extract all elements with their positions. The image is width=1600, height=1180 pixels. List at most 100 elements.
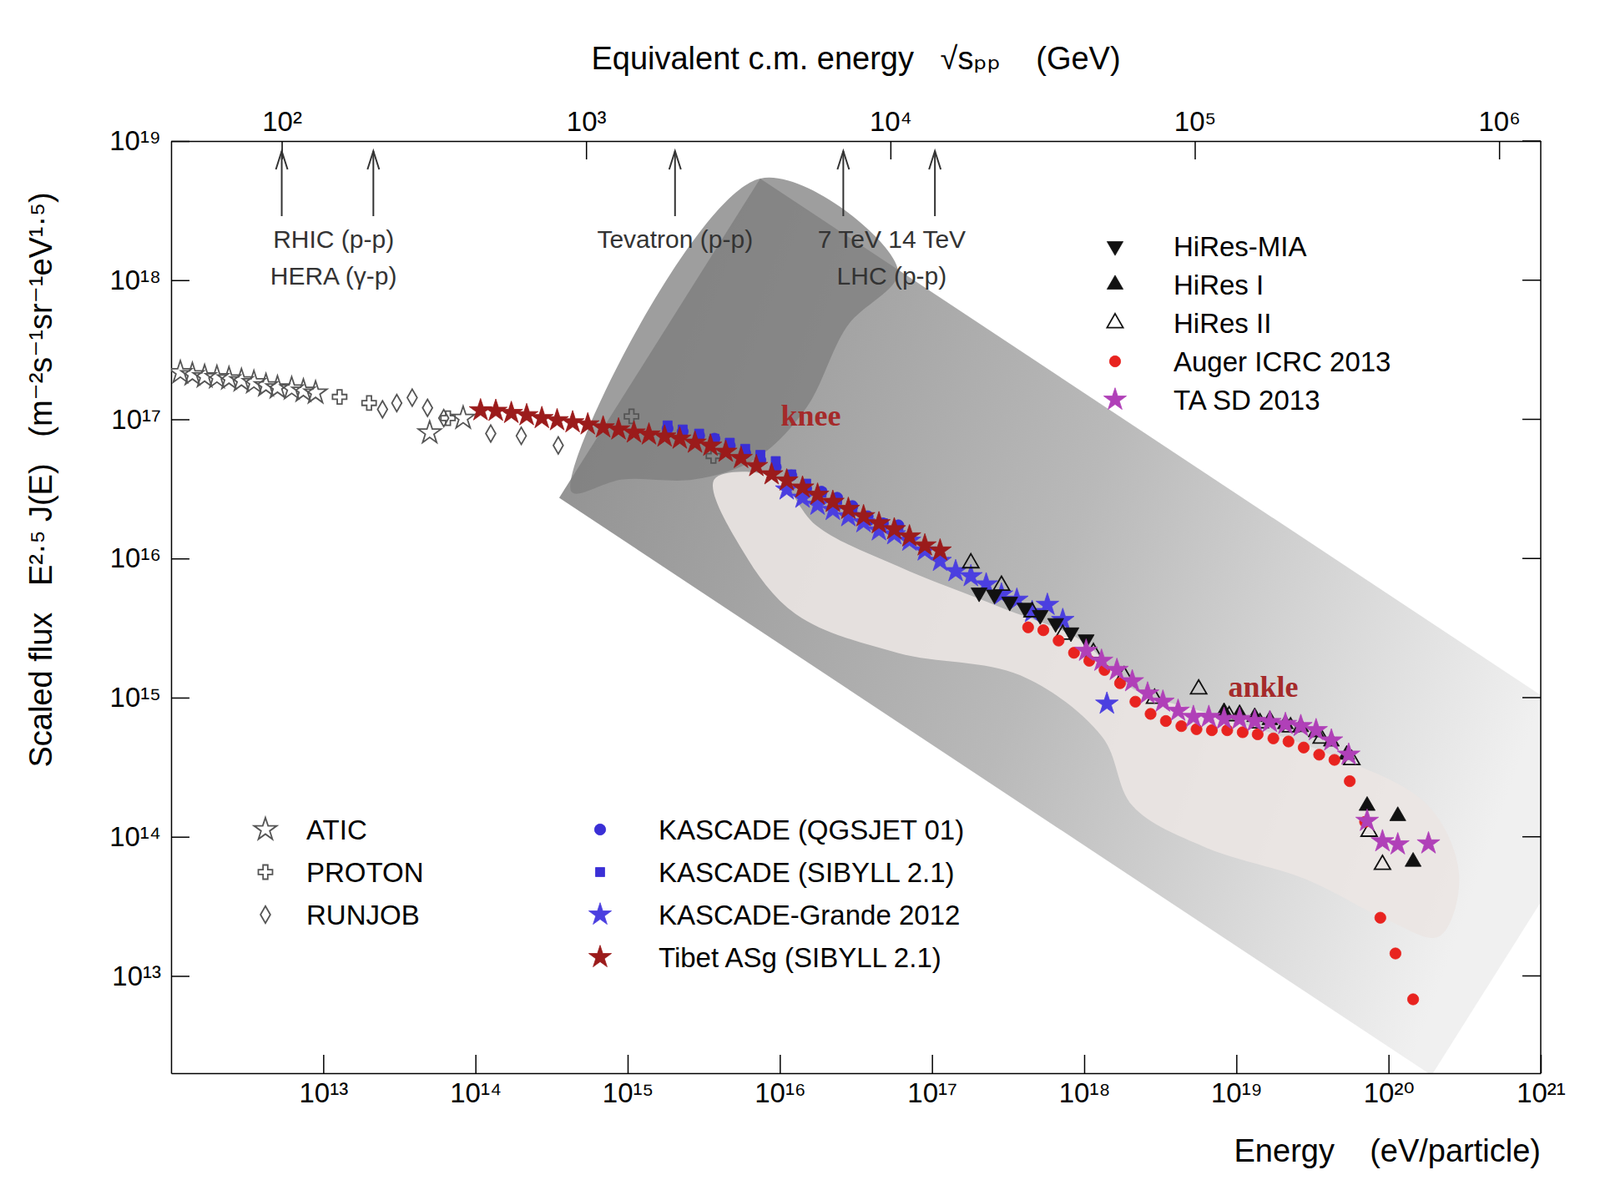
data-point <box>867 511 890 534</box>
tick: 10¹⁶ <box>110 542 190 574</box>
legend-item: Auger ICRC 2013 <box>1109 346 1391 378</box>
data-point <box>1389 948 1401 959</box>
data-point <box>377 400 388 418</box>
tick-mark <box>1236 1054 1238 1074</box>
tick-mark <box>1522 557 1541 560</box>
x-axis: 10¹³10¹⁴10¹⁵10¹⁶10¹⁷10¹⁸10¹⁹10²⁰10²¹ <box>171 1054 1566 1109</box>
legend-label: Tibet ASg (SIBYLL 2.1) <box>658 942 942 974</box>
data-point <box>1297 741 1309 753</box>
tick-label: 10¹⁷ <box>907 1077 958 1109</box>
legend-item: KASCADE-Grande 2012 <box>588 899 960 931</box>
tick-mark <box>171 836 190 838</box>
tick-mark <box>1084 1054 1086 1074</box>
tick-label: 10¹⁹ <box>1211 1077 1263 1109</box>
data-point <box>963 554 980 569</box>
data-point <box>1386 832 1409 855</box>
data-point <box>1053 635 1065 647</box>
data-point <box>362 395 377 410</box>
data-point <box>993 575 1010 591</box>
accelerator-label: LHC (p-p) <box>837 262 948 290</box>
series <box>1022 621 1419 1005</box>
data-point <box>1176 720 1187 732</box>
legend-label: HiRes-MIA <box>1173 231 1308 263</box>
tick: 10³ <box>566 105 607 160</box>
tick-mark <box>1194 141 1197 160</box>
accelerator-label: HERA (γ-p) <box>270 262 398 290</box>
tick: 10¹⁴ <box>449 1054 502 1109</box>
series <box>332 389 721 464</box>
tick-label: 10²¹ <box>1516 1077 1566 1109</box>
tick-label: 10⁶ <box>1478 105 1520 137</box>
legend-item: HiRes I <box>1106 269 1264 301</box>
tick-mark <box>1388 1054 1390 1074</box>
series <box>469 398 952 561</box>
data-layer <box>171 360 1440 1005</box>
legend-symbol <box>1106 313 1123 329</box>
series <box>1075 639 1440 855</box>
legend-symbol <box>253 817 277 840</box>
data-point <box>1328 754 1340 766</box>
data-point <box>1374 912 1386 924</box>
data-point <box>1191 680 1207 695</box>
data-point <box>1047 618 1064 633</box>
accelerator-arrow <box>276 151 288 217</box>
tick-mark <box>474 1054 477 1074</box>
series <box>775 477 1119 714</box>
data-point <box>624 408 639 424</box>
legend-label: RUNJOB <box>306 899 420 931</box>
data-point <box>1374 855 1391 870</box>
data-point <box>1037 625 1049 636</box>
tick-label: 10¹⁸ <box>109 264 162 296</box>
legend-item: KASCADE (QGSJET 01) <box>594 814 965 846</box>
legend-symbol <box>258 865 273 880</box>
data-point <box>928 538 952 561</box>
data-point <box>1105 658 1129 681</box>
legend-label: HiRes I <box>1173 269 1264 301</box>
tick-mark <box>1522 836 1541 838</box>
annotation: ankle <box>1227 670 1298 704</box>
legend-label: PROTON <box>306 857 424 889</box>
tick-mark <box>1522 975 1541 978</box>
data-point <box>1024 602 1040 617</box>
legend-label: Auger ICRC 2013 <box>1173 346 1391 378</box>
accelerator-label: 7 TeV 14 TeV <box>817 225 966 253</box>
data-point <box>775 469 798 491</box>
tick-mark <box>1522 279 1541 282</box>
tick: 10¹⁵ <box>602 1054 654 1109</box>
data-point <box>1313 749 1325 761</box>
legend-label: KASCADE (SIBYLL 2.1) <box>658 857 955 889</box>
annotation: knee <box>781 398 842 433</box>
tick: 10¹⁷ <box>111 403 190 435</box>
series <box>377 388 563 454</box>
legend-item: TA SD 2013 <box>1103 384 1320 416</box>
tick-mark <box>171 558 190 561</box>
tick-label: 10³ <box>566 105 607 137</box>
x-axis-title: Energy (eV/particle) <box>1234 1133 1541 1169</box>
data-point <box>1191 723 1202 735</box>
accelerator-arrow <box>928 151 941 217</box>
data-point <box>1120 669 1144 692</box>
tick-mark <box>323 1054 325 1074</box>
data-point <box>683 430 707 453</box>
plot-area: 10¹³10¹⁴10¹⁵10¹⁶10¹⁷10¹⁸10¹⁹10²⁰10²¹10¹³… <box>23 40 1600 1169</box>
legend-label: HiRes II <box>1173 307 1272 339</box>
tick-mark <box>1522 696 1541 699</box>
axis-line <box>1539 141 1542 1074</box>
data-point <box>193 364 217 387</box>
legend-item: ATIC <box>253 814 367 846</box>
legend-item: Tibet ASg (SIBYLL 2.1) <box>588 942 941 974</box>
tick-mark <box>171 418 190 421</box>
data-point <box>1282 736 1294 748</box>
data-point <box>1417 831 1440 853</box>
axis-line <box>171 1073 1542 1076</box>
data-point <box>760 462 783 485</box>
data-point <box>1371 829 1394 852</box>
tick-mark <box>1522 140 1541 142</box>
tick: 10¹⁶ <box>754 1054 806 1109</box>
legend: ATIC PROTON RUNJOB KASCADE (QGSJET 01) KASCA… <box>253 231 1391 974</box>
data-point <box>1022 621 1034 633</box>
accelerator-arrow <box>367 151 379 217</box>
data-point <box>714 439 737 462</box>
tick-label: 10² <box>262 105 303 137</box>
legend-item: PROTON <box>258 857 424 889</box>
